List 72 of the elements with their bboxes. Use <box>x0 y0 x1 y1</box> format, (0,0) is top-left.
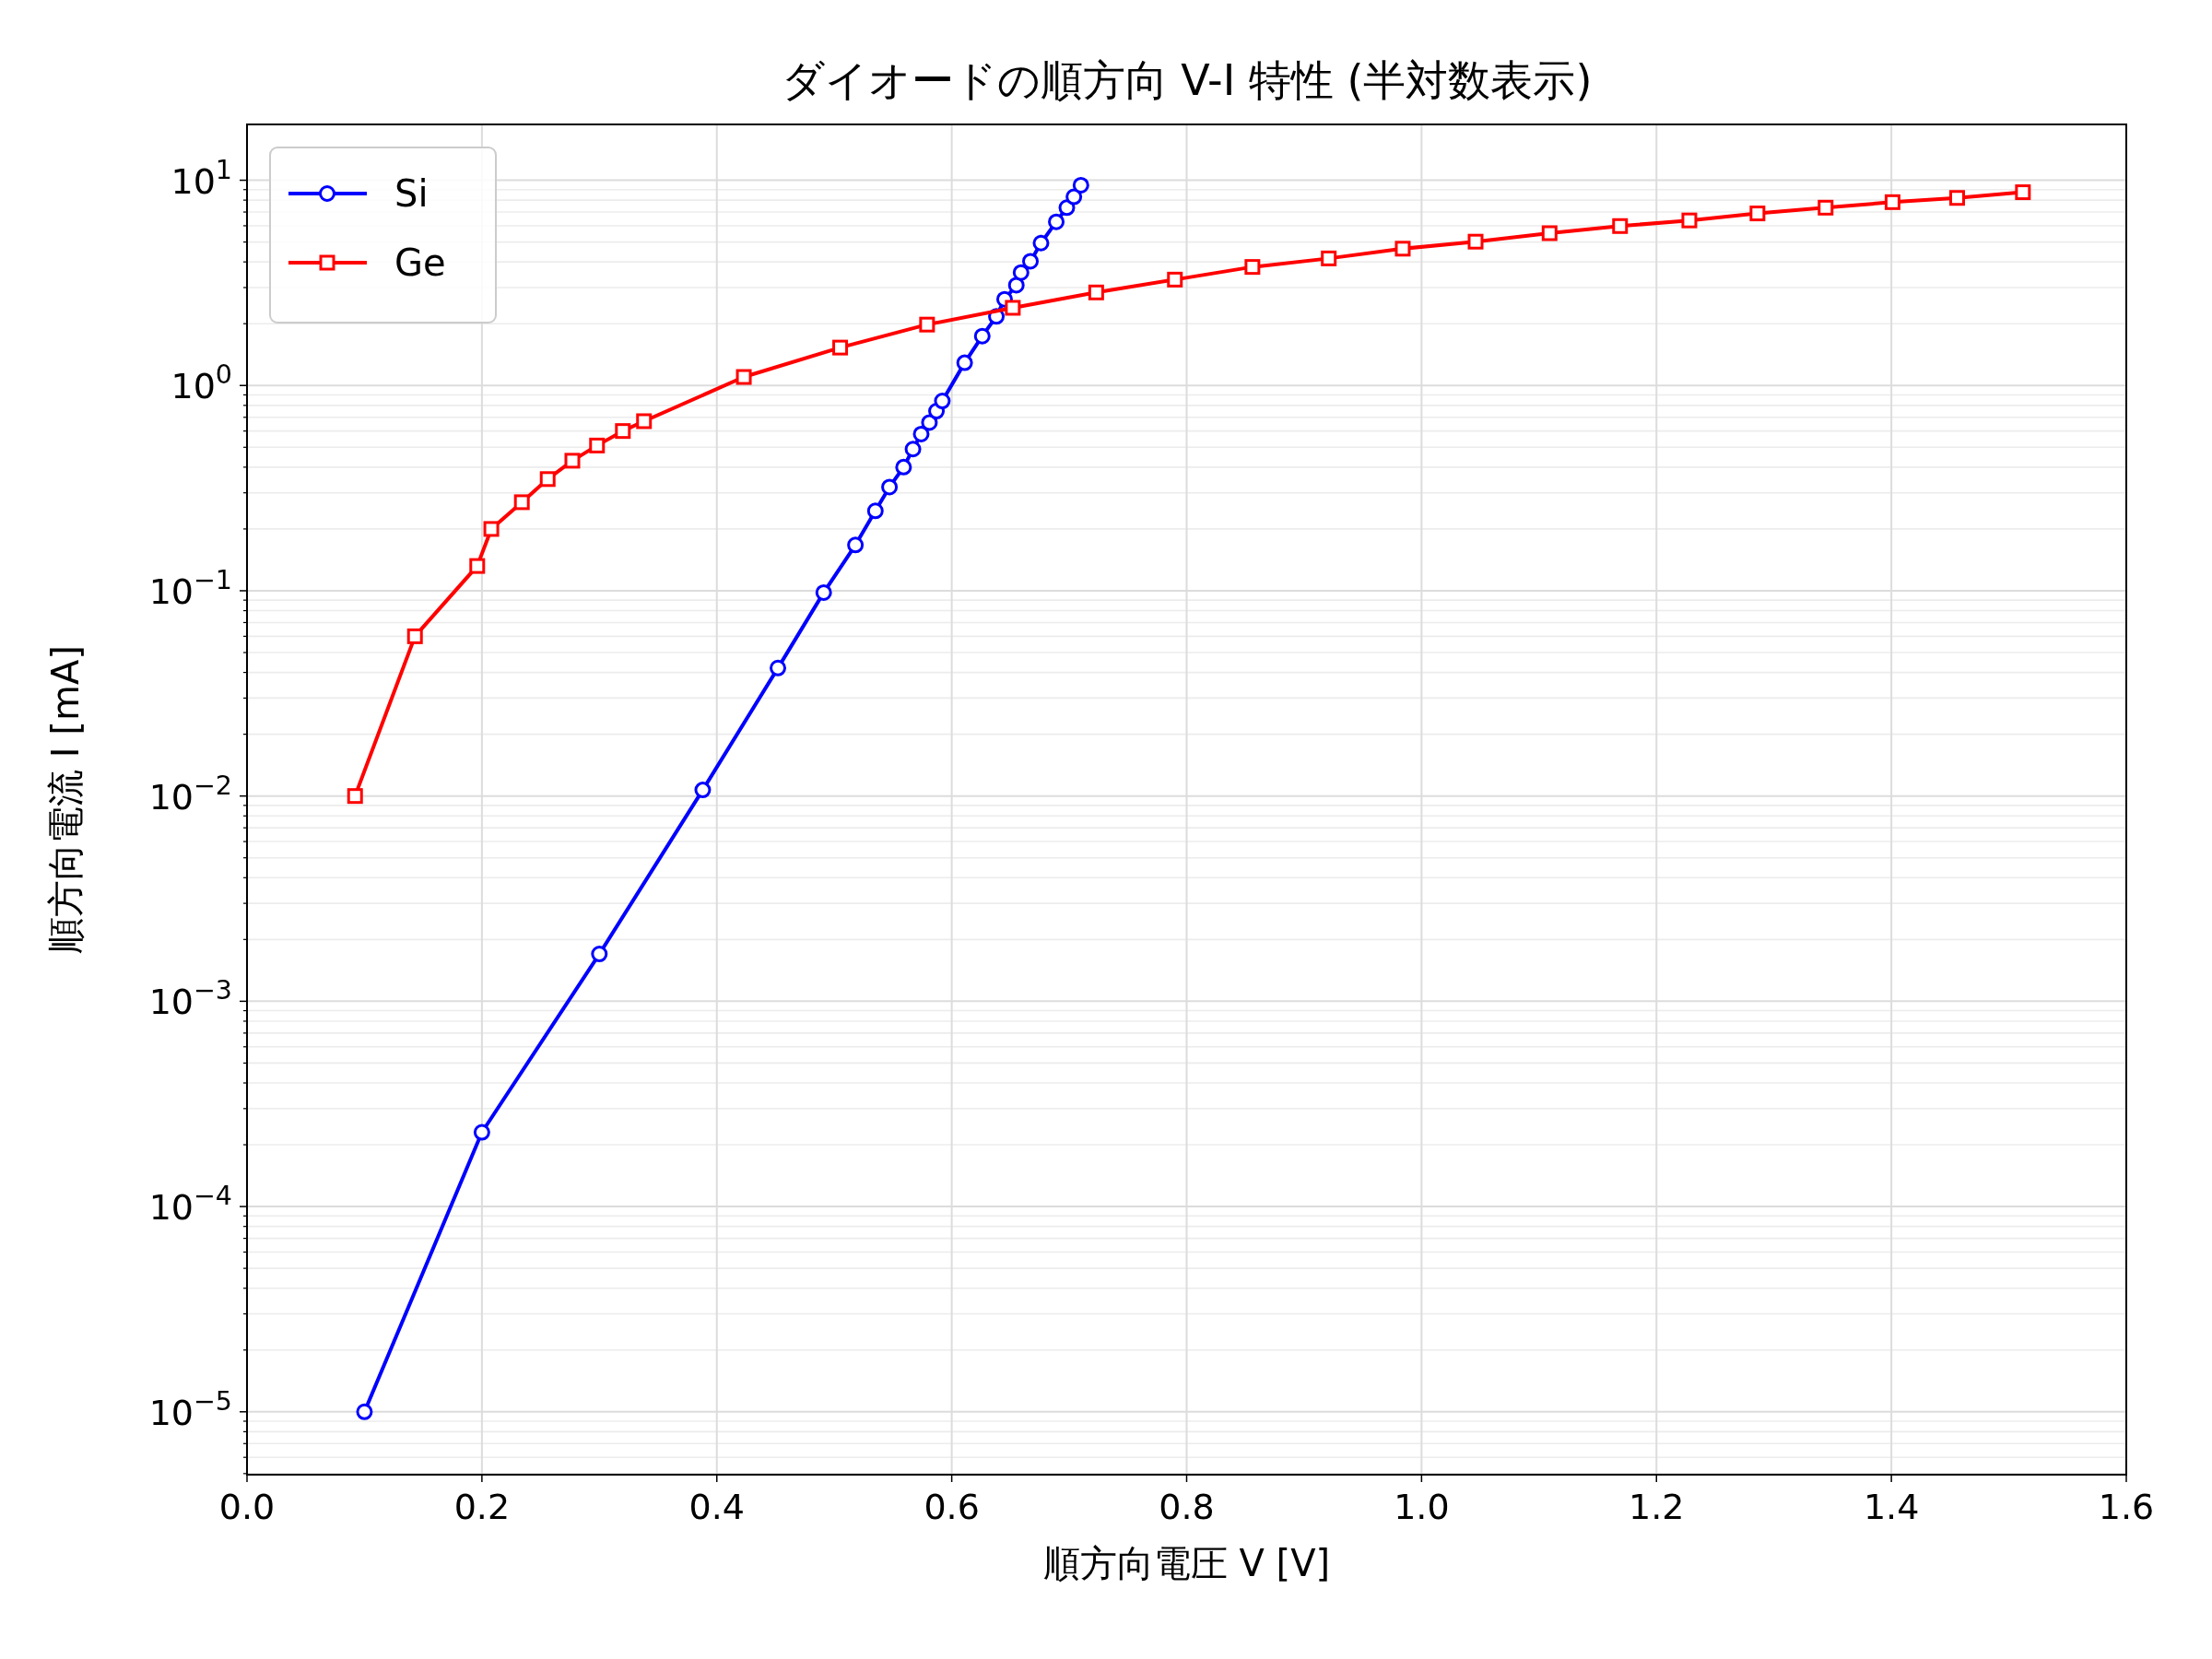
point <box>483 521 500 537</box>
point <box>347 788 363 805</box>
point <box>636 413 653 429</box>
point <box>1681 212 1698 229</box>
y-axis-title: 順方向電流 I [mA] <box>44 645 87 954</box>
x-tick-label: 1.4 <box>1863 1487 1920 1527</box>
x-tick-label: 0.2 <box>453 1487 511 1527</box>
y-tick-label: 10$^{−2}$ <box>148 770 232 818</box>
point <box>1032 234 1050 252</box>
point <box>1612 218 1629 234</box>
y-tick-label: 10$^{−4}$ <box>148 1180 232 1229</box>
x-tick-label: 0.4 <box>688 1487 745 1527</box>
point <box>1088 284 1104 300</box>
y-tick-label: 10$^{−3}$ <box>148 974 232 1023</box>
point <box>881 478 899 496</box>
point <box>473 1124 490 1141</box>
point <box>1012 264 1030 281</box>
chart-title: ダイオードの順方向 V-I 特性 (半対数表示) <box>781 55 1593 105</box>
point <box>564 453 581 469</box>
point <box>1321 250 1337 266</box>
y-tick-label: 10$^{−5}$ <box>148 1385 232 1433</box>
legend-label: Ge <box>394 241 446 284</box>
x-tick-label: 0.8 <box>1159 1487 1215 1527</box>
point <box>1467 233 1484 250</box>
point <box>469 558 486 574</box>
y-tick-label: 10$^{0}$ <box>171 359 232 407</box>
point <box>934 393 951 410</box>
point <box>1948 190 1965 206</box>
point <box>1884 194 1900 210</box>
point <box>1022 253 1040 270</box>
point <box>921 414 938 431</box>
point <box>815 583 832 601</box>
point <box>904 441 922 458</box>
x-tick-label: 1.6 <box>2098 1487 2155 1527</box>
point <box>1048 213 1065 230</box>
point <box>1072 176 1089 194</box>
y-tick-label: 10$^{1}$ <box>171 154 232 202</box>
point <box>591 946 608 963</box>
point <box>866 502 884 520</box>
point <box>513 494 530 511</box>
point <box>832 339 849 356</box>
point <box>1541 225 1558 241</box>
point <box>1394 241 1411 257</box>
point <box>406 628 423 644</box>
point <box>895 458 912 476</box>
point <box>1818 199 1834 216</box>
point <box>847 536 865 554</box>
point <box>539 471 556 488</box>
point <box>735 369 752 385</box>
x-axis-title: 順方向電圧 V [V] <box>1042 1542 1331 1584</box>
point <box>2015 184 2031 201</box>
point <box>956 354 973 371</box>
legend-label: Si <box>394 172 429 215</box>
x-tick-label: 1.0 <box>1394 1487 1450 1527</box>
point <box>694 782 712 799</box>
point <box>770 659 787 677</box>
y-tick-label: 10$^{−1}$ <box>148 564 232 612</box>
point <box>912 425 930 442</box>
point <box>1007 276 1025 294</box>
point <box>356 1403 373 1420</box>
point <box>1005 300 1021 316</box>
point <box>1065 188 1083 206</box>
x-tick-label: 0.0 <box>218 1487 276 1527</box>
point <box>1244 259 1261 276</box>
point <box>589 437 606 453</box>
point <box>615 423 631 440</box>
point <box>1167 271 1183 288</box>
point <box>919 316 935 333</box>
point <box>1749 206 1766 222</box>
x-tick-label: 1.2 <box>1629 1487 1685 1527</box>
point <box>973 327 991 345</box>
x-tick-label: 0.6 <box>924 1487 980 1527</box>
